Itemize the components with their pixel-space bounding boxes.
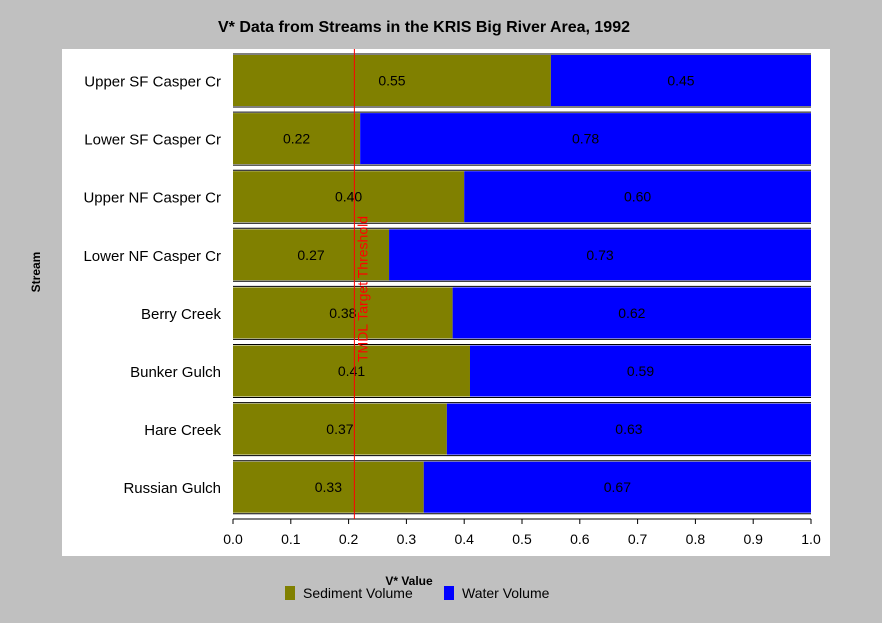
bar-sediment bbox=[233, 287, 453, 339]
data-label-water: 0.59 bbox=[627, 363, 654, 379]
x-tick-label: 0.3 bbox=[397, 531, 417, 547]
x-tick-label: 0.8 bbox=[686, 531, 706, 547]
legend-swatch-sediment bbox=[285, 586, 295, 600]
category-label: Bunker Gulch bbox=[130, 364, 221, 381]
category-label: Upper NF Casper Cr bbox=[83, 190, 221, 207]
data-label-water: 0.45 bbox=[667, 73, 694, 89]
chart-title: V* Data from Streams in the KRIS Big Riv… bbox=[218, 19, 630, 36]
bar-sediment bbox=[233, 55, 551, 106]
x-tick-label: 0.1 bbox=[281, 531, 301, 547]
bar-water bbox=[452, 287, 811, 339]
y-axis-title: Stream bbox=[29, 251, 43, 293]
x-tick-label: 0.9 bbox=[743, 531, 763, 547]
data-label-sediment: 0.37 bbox=[326, 421, 353, 437]
bar-water bbox=[469, 345, 811, 397]
data-label-sediment: 0.41 bbox=[338, 363, 365, 379]
bar-sediment bbox=[233, 171, 465, 223]
x-tick-label: 0.6 bbox=[570, 531, 590, 547]
category-label: Upper SF Casper Cr bbox=[84, 74, 221, 91]
category-label: Lower SF Casper Cr bbox=[84, 132, 221, 149]
bar-sediment bbox=[233, 345, 470, 397]
data-label-water: 0.60 bbox=[624, 189, 651, 205]
tmdl-threshold-label: TMDL Target Threshold bbox=[354, 216, 370, 362]
plot-frame: 0.55 0.45 Upper SF Casper Cr 0.22 0.78 Lower … bbox=[62, 49, 830, 556]
x-tick-label: 0.4 bbox=[454, 531, 474, 547]
legend-swatch-water bbox=[444, 586, 454, 600]
bar-sediment bbox=[233, 229, 390, 281]
data-label-sediment: 0.22 bbox=[283, 131, 310, 147]
bar-sediment bbox=[233, 113, 361, 165]
bar-chart: 0.55 0.45 Upper SF Casper Cr 0.22 0.78 Lower … bbox=[83, 49, 821, 547]
category-label: Lower NF Casper Cr bbox=[83, 248, 221, 265]
category-label: Berry Creek bbox=[141, 306, 222, 323]
bar-water bbox=[446, 403, 811, 455]
bar-water bbox=[550, 55, 811, 106]
data-label-sediment: 0.33 bbox=[315, 479, 342, 495]
x-tick-label: 0.0 bbox=[223, 531, 243, 547]
data-label-sediment: 0.40 bbox=[335, 189, 362, 205]
x-tick-label: 0.5 bbox=[512, 531, 532, 547]
bar-water bbox=[464, 171, 811, 223]
data-label-water: 0.67 bbox=[604, 479, 631, 495]
data-label-water: 0.62 bbox=[618, 305, 645, 321]
data-label-water: 0.73 bbox=[586, 247, 613, 263]
data-label-water: 0.63 bbox=[615, 421, 642, 437]
data-label-sediment: 0.38 bbox=[329, 305, 356, 321]
legend-item-water: Water Volume bbox=[444, 584, 549, 602]
x-axis-title: V* Value bbox=[385, 574, 433, 588]
bar-sediment bbox=[233, 403, 447, 455]
bar-water bbox=[389, 229, 811, 281]
bar-sediment bbox=[233, 461, 424, 513]
legend-label-water: Water Volume bbox=[462, 585, 550, 601]
data-label-water: 0.78 bbox=[572, 131, 599, 147]
x-tick-label: 1.0 bbox=[801, 531, 821, 547]
category-label: Russian Gulch bbox=[123, 480, 221, 497]
data-label-sediment: 0.55 bbox=[378, 73, 405, 89]
data-label-sediment: 0.27 bbox=[297, 247, 324, 263]
legend-item-sediment: Sediment Volume bbox=[285, 584, 413, 602]
bar-water bbox=[423, 461, 811, 513]
legend-label-sediment: Sediment Volume bbox=[303, 585, 413, 601]
category-label: Hare Creek bbox=[144, 422, 221, 439]
bar-water bbox=[360, 113, 811, 165]
x-tick-label: 0.7 bbox=[628, 531, 648, 547]
x-tick-label: 0.2 bbox=[339, 531, 359, 547]
